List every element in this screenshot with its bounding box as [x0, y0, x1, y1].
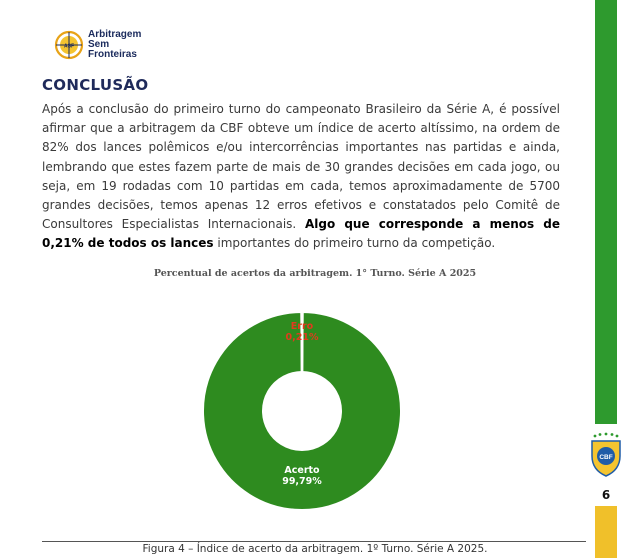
logo: ASF Arbitragem Sem Fronteiras [52, 28, 141, 62]
slice-label-acerto: Acerto [284, 465, 320, 476]
slice-value-erro: 0,21% [286, 332, 319, 343]
sidebar-green-bar [595, 0, 617, 424]
body-text-bold: Algo que corresponde a menos de 0,21% de… [42, 217, 561, 251]
body-text-part-2: importantes do primeiro turno da competi… [213, 236, 496, 251]
figure-caption: Figura 4 – Índice de acerto da arbitrage… [142, 543, 488, 555]
cbf-badge-text: CBF [599, 454, 612, 461]
caption-divider [42, 541, 586, 542]
logo-text: Arbitragem Sem Fronteiras [88, 30, 141, 60]
body-text-part-1: Após a conclusão do primeiro turno do ca… [42, 102, 560, 232]
section-heading: CONCLUSÃO [42, 76, 149, 94]
logo-line-1: Arbitragem [88, 29, 142, 40]
slice-label-erro: Erro [291, 321, 314, 332]
sidebar-yellow-bar [595, 506, 617, 558]
whistle-logo-icon: ASF [54, 30, 84, 60]
pie-slice-erro [300, 310, 304, 374]
pie-slice-acerto [202, 310, 402, 511]
logo-line-2: Sem [88, 39, 110, 50]
body-paragraph: Após a conclusão do primeiro turno do ca… [42, 100, 560, 254]
page-number: 6 [601, 488, 611, 502]
slice-value-acerto: 99,79% [282, 476, 322, 487]
logo-seal-text: ASF [64, 44, 74, 50]
cbf-crest-icon: CBF [591, 432, 621, 477]
logo-line-3: Fronteiras [88, 49, 137, 60]
chart-title: Percentual de acertos da arbitragem. 1° … [153, 268, 477, 279]
